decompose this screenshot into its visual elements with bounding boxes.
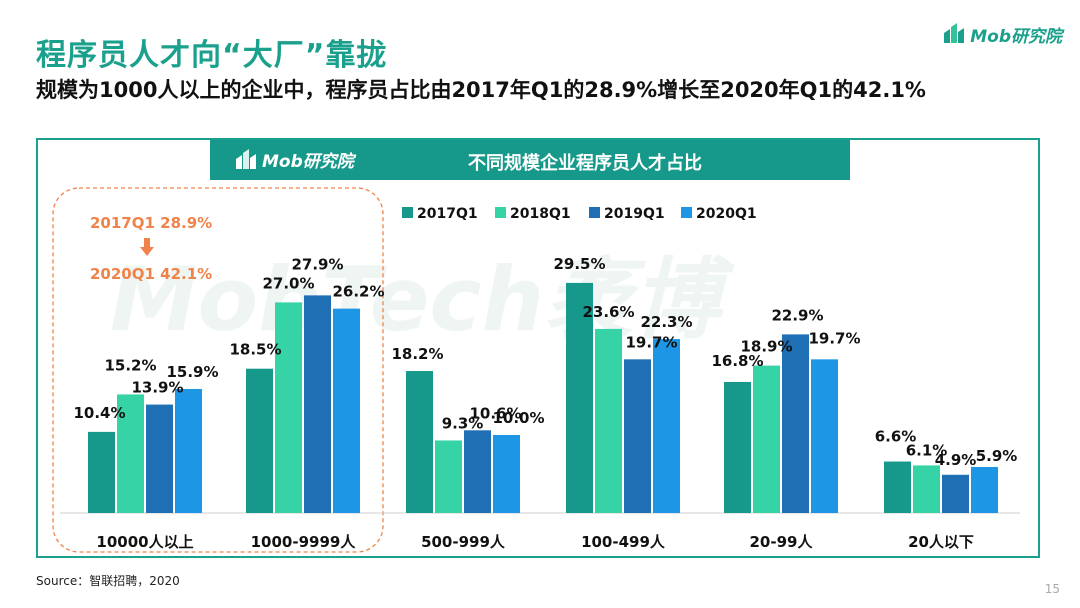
- chart-title-banner: Mob研究院 不同规模企业程序员人才占比: [210, 140, 850, 180]
- data-label: 18.9%: [740, 338, 792, 356]
- banner-logo-icon: [236, 148, 256, 169]
- data-label: 22.3%: [640, 313, 692, 331]
- bar-2017Q1-4: [724, 381, 751, 513]
- bar-2019Q1-0: [146, 404, 173, 513]
- data-label: 18.5%: [229, 341, 281, 359]
- bar-2018Q1-0: [117, 394, 144, 513]
- data-label: 15.2%: [104, 356, 156, 374]
- category-label: 1000-9999人: [251, 533, 357, 551]
- bar-2018Q1-2: [435, 440, 462, 513]
- legend-label: 2020Q1: [696, 206, 757, 222]
- bar-2020Q1-2: [493, 435, 520, 513]
- legend-swatch: [402, 207, 413, 218]
- chart-title: 不同规模企业程序员人才占比: [468, 153, 702, 174]
- category-label: 10000人以上: [96, 533, 193, 551]
- data-label: 10.4%: [73, 404, 125, 422]
- legend-label: 2018Q1: [510, 206, 571, 222]
- banner-logo: Mob研究院: [234, 147, 354, 172]
- data-label: 9.3%: [442, 414, 484, 432]
- data-label: 6.6%: [875, 428, 917, 446]
- data-label: 6.1%: [906, 441, 948, 459]
- category-label: 20-99人: [750, 533, 814, 551]
- legend-label: 2019Q1: [604, 206, 665, 222]
- bar-2018Q1-5: [913, 465, 940, 513]
- data-label: 13.9%: [131, 379, 183, 397]
- data-label: 23.6%: [582, 303, 634, 321]
- down-arrow-icon: [140, 238, 154, 256]
- bar-2019Q1-5: [942, 474, 969, 513]
- annotation-from: 2017Q1 28.9%: [90, 214, 212, 232]
- legend-swatch: [589, 207, 600, 218]
- chart-panel: [36, 138, 1040, 558]
- page-number: 15: [1044, 582, 1060, 596]
- mob-logo: Mob研究院: [942, 20, 1062, 48]
- page-title: 程序员人才向“大厂”靠拢: [36, 38, 388, 73]
- data-label: 22.9%: [771, 306, 823, 324]
- data-label: 15.9%: [166, 363, 218, 381]
- data-label: 19.7%: [808, 329, 860, 347]
- data-label: 29.5%: [553, 255, 605, 273]
- bar-2018Q1-4: [753, 365, 780, 513]
- page-subtitle: 规模为1000人以上的企业中，程序员占比由2017年Q1的28.9%增长至202…: [36, 78, 926, 102]
- legend-swatch: [681, 207, 692, 218]
- data-label: 16.8%: [711, 352, 763, 370]
- bar-2020Q1-1: [333, 308, 360, 513]
- bar-2017Q1-1: [246, 368, 273, 513]
- bar-2018Q1-3: [595, 328, 622, 513]
- bar-2017Q1-5: [884, 461, 911, 513]
- category-label: 100-499人: [581, 533, 666, 551]
- bar-2019Q1-1: [304, 295, 331, 513]
- data-label: 4.9%: [935, 451, 977, 469]
- bar-2019Q1-3: [624, 359, 651, 513]
- bar-2018Q1-1: [275, 302, 302, 513]
- bar-2019Q1-4: [782, 334, 809, 513]
- mob-logo-icon: [944, 23, 965, 43]
- data-label: 10.6%: [469, 404, 521, 422]
- banner-logo-text: Mob研究院: [262, 152, 354, 172]
- data-label: 5.9%: [976, 447, 1018, 465]
- data-label: 26.2%: [332, 283, 384, 301]
- bar-2019Q1-2: [464, 430, 491, 513]
- data-label: 27.9%: [291, 255, 343, 273]
- bar-2020Q1-5: [971, 466, 998, 513]
- bar-2017Q1-0: [88, 431, 115, 513]
- legend-swatch: [495, 207, 506, 218]
- legend-label: 2017Q1: [417, 206, 478, 222]
- bar-2017Q1-3: [566, 282, 593, 513]
- data-label: 18.2%: [391, 345, 443, 363]
- annotation-to: 2020Q1 42.1%: [90, 265, 212, 283]
- watermark-text: MobTech袤博: [110, 248, 735, 351]
- bar-2017Q1-2: [406, 371, 433, 513]
- data-label: 10.0%: [492, 409, 544, 427]
- category-label: 20人以下: [908, 533, 974, 551]
- category-label: 500-999人: [421, 533, 506, 551]
- source-note: Source：智联招聘，2020: [36, 574, 180, 588]
- logo-text: Mob研究院: [970, 26, 1062, 47]
- bar-2020Q1-4: [811, 359, 838, 513]
- data-label: 19.7%: [625, 333, 677, 351]
- data-label: 27.0%: [262, 274, 314, 292]
- bar-2020Q1-3: [653, 339, 680, 513]
- bar-2020Q1-0: [175, 388, 202, 513]
